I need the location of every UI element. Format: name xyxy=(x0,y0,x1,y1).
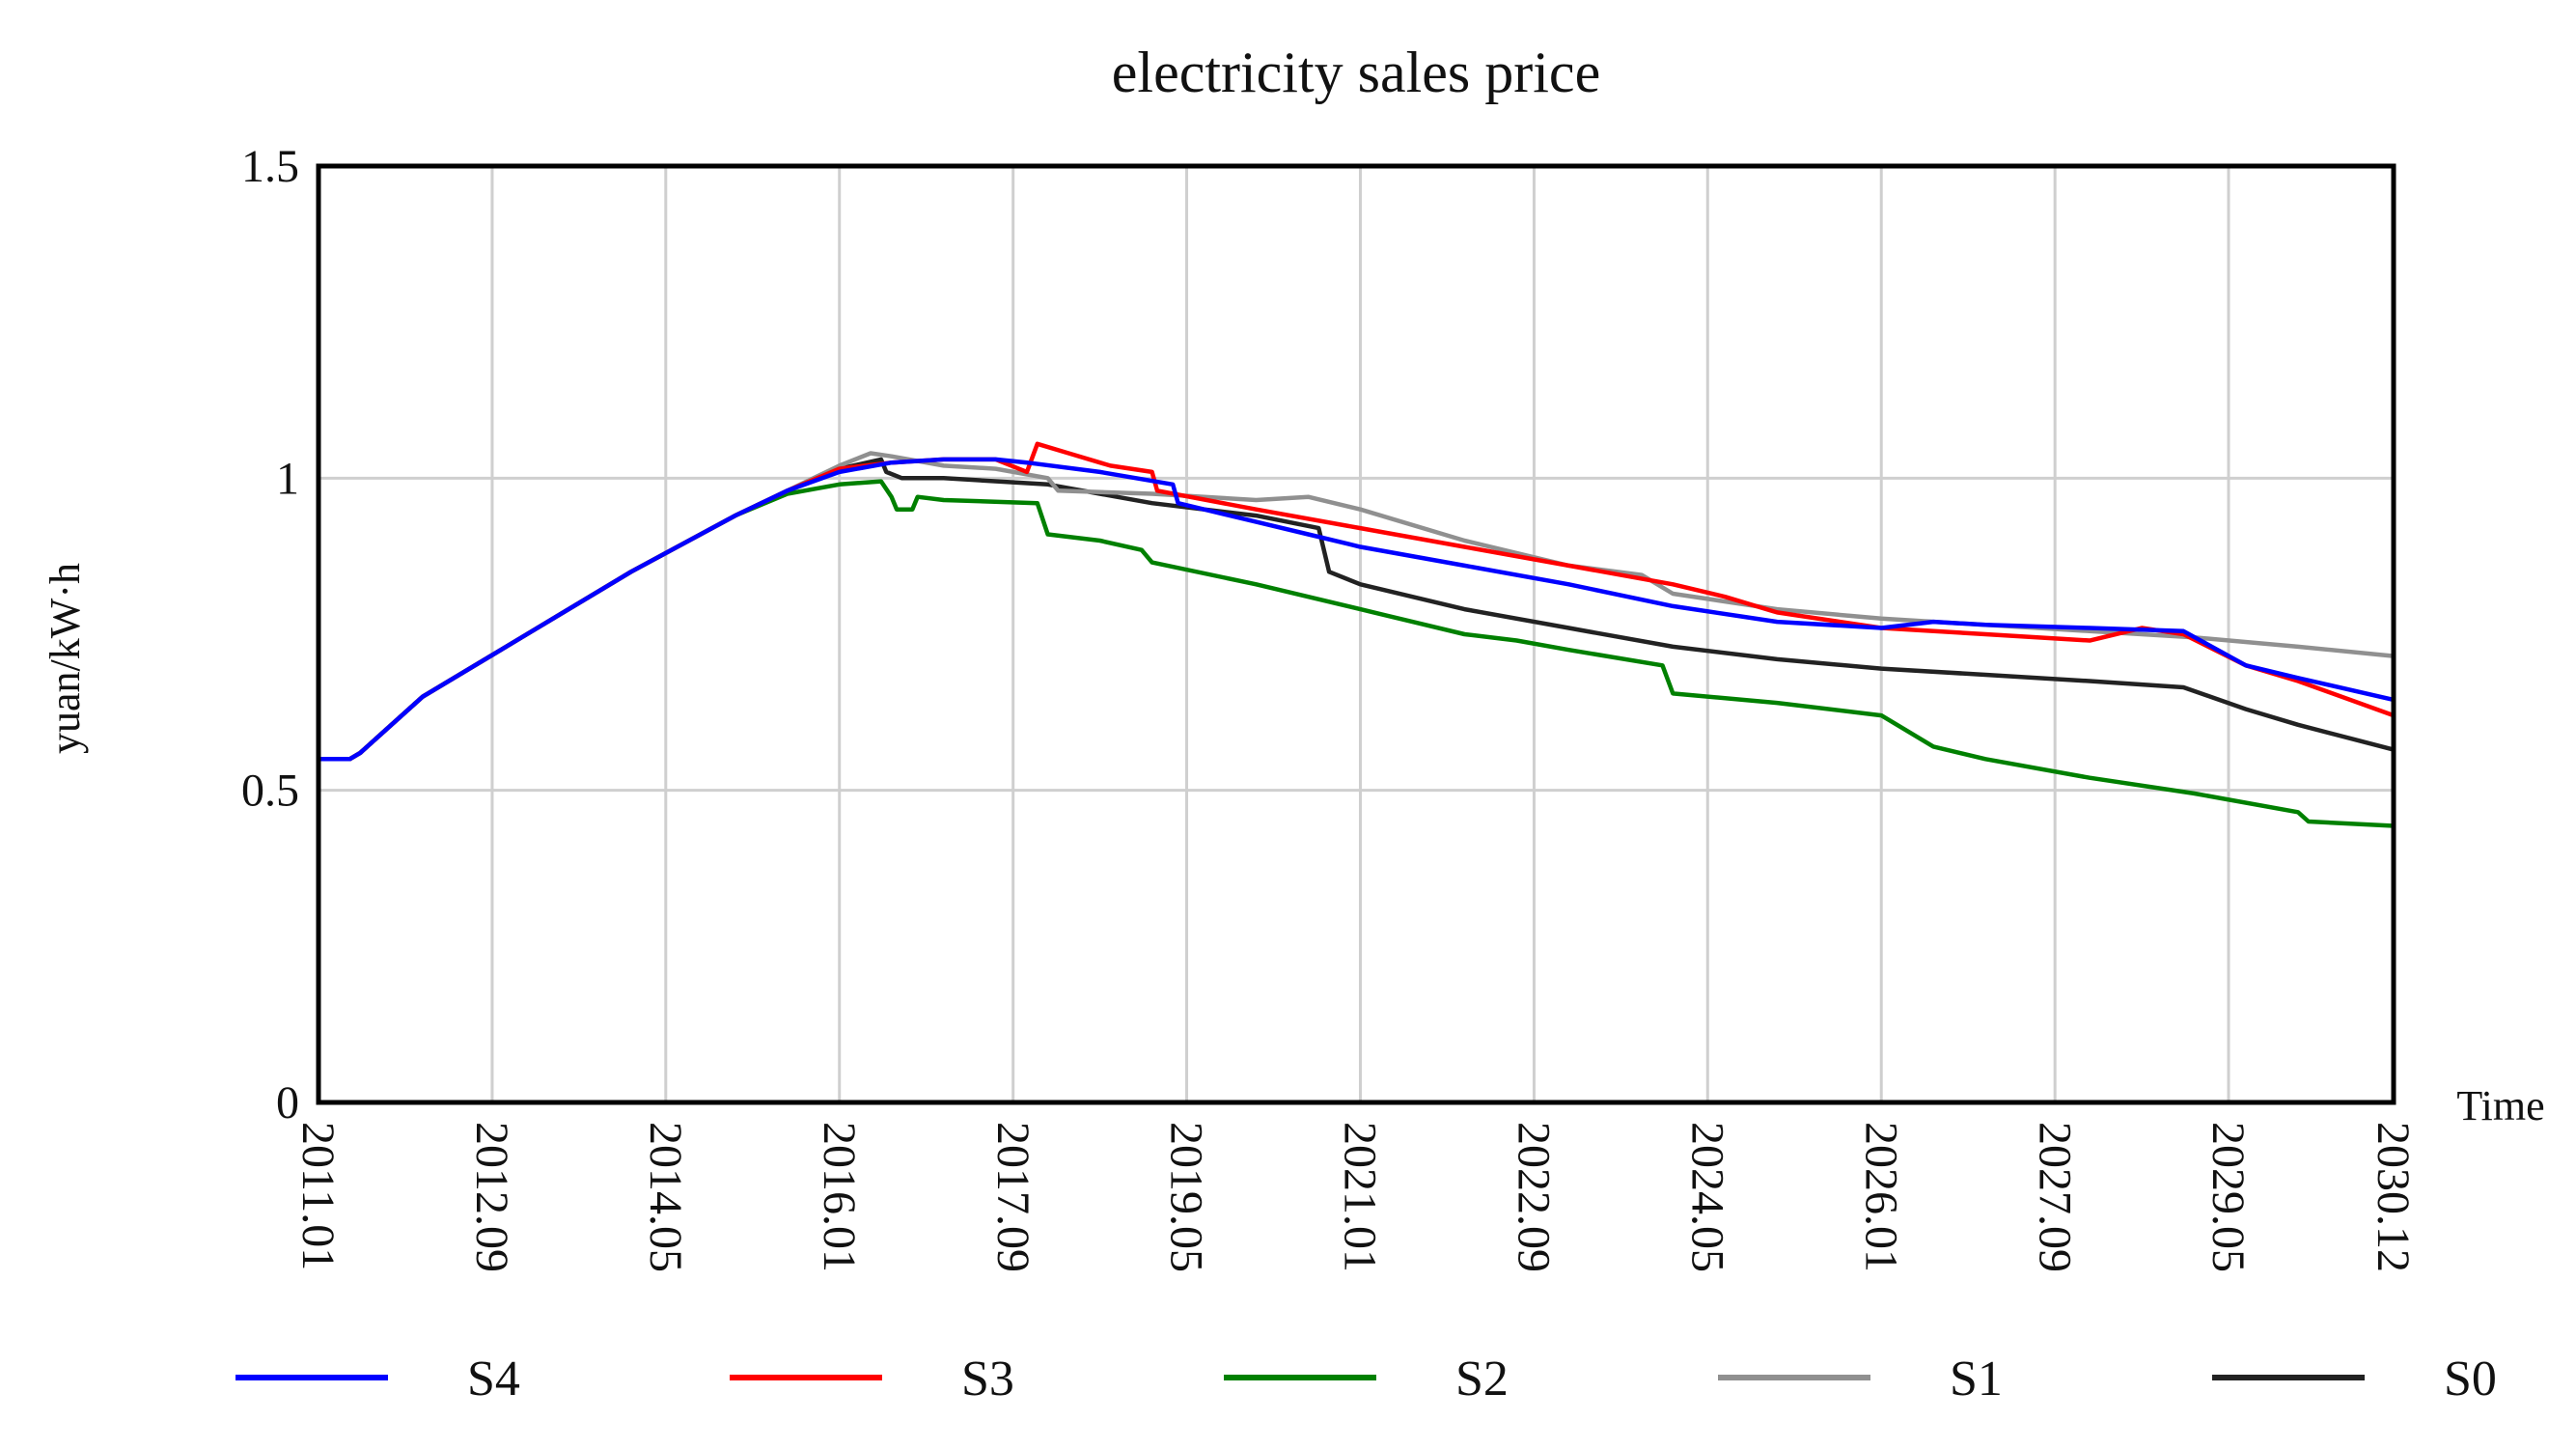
x-tick-label: 2030.12 xyxy=(2368,1122,2419,1272)
x-tick-label: 2027.09 xyxy=(2029,1122,2080,1272)
x-tick-label: 2011.01 xyxy=(292,1122,344,1270)
y-tick-label: 1.5 xyxy=(241,141,299,192)
y-tick-label: 1 xyxy=(276,453,299,504)
plot-frame xyxy=(316,163,2396,1105)
series-line-s2 xyxy=(316,479,2396,828)
x-tick-label: 2026.01 xyxy=(1855,1122,1906,1272)
series-line-s3 xyxy=(316,441,2396,762)
series-lines xyxy=(316,441,2396,828)
y-tick-label: 0 xyxy=(276,1077,299,1129)
legend-label-s2: S2 xyxy=(1455,1351,1509,1407)
legend-label-s1: S1 xyxy=(1950,1351,2003,1407)
y-tick-labels: 0 0.5 1 1.5 xyxy=(241,141,299,1129)
x-tick-label: 2014.05 xyxy=(640,1122,691,1272)
legend-label-s4: S4 xyxy=(467,1351,520,1407)
y-tick-label: 0.5 xyxy=(241,766,299,817)
legend-label-s3: S3 xyxy=(961,1351,1014,1407)
x-tick-label: 2019.05 xyxy=(1161,1122,1212,1272)
x-tick-label: 2012.09 xyxy=(466,1122,517,1272)
grid xyxy=(317,164,2396,1104)
chart-title: electricity sales price xyxy=(1112,41,1600,104)
x-axis-label: Time xyxy=(2456,1082,2544,1129)
x-tick-label: 2021.01 xyxy=(1335,1122,1386,1272)
x-tick-label: 2017.09 xyxy=(987,1122,1039,1272)
legend-label-s0: S0 xyxy=(2444,1351,2497,1407)
x-tick-label: 2016.01 xyxy=(814,1122,865,1272)
x-tick-label: 2022.09 xyxy=(1509,1122,1560,1272)
series-line-s4 xyxy=(316,457,2396,762)
x-tick-labels: 2011.01 2012.09 2014.05 2016.01 2017.09 2019.… xyxy=(292,1122,2419,1272)
y-axis-label: yuan/kW·h xyxy=(42,563,89,754)
x-tick-label: 2029.05 xyxy=(2202,1122,2254,1272)
x-tick-label: 2024.05 xyxy=(1681,1122,1732,1272)
legend: S4 S3 S2 S1 S0 xyxy=(235,1351,2497,1407)
